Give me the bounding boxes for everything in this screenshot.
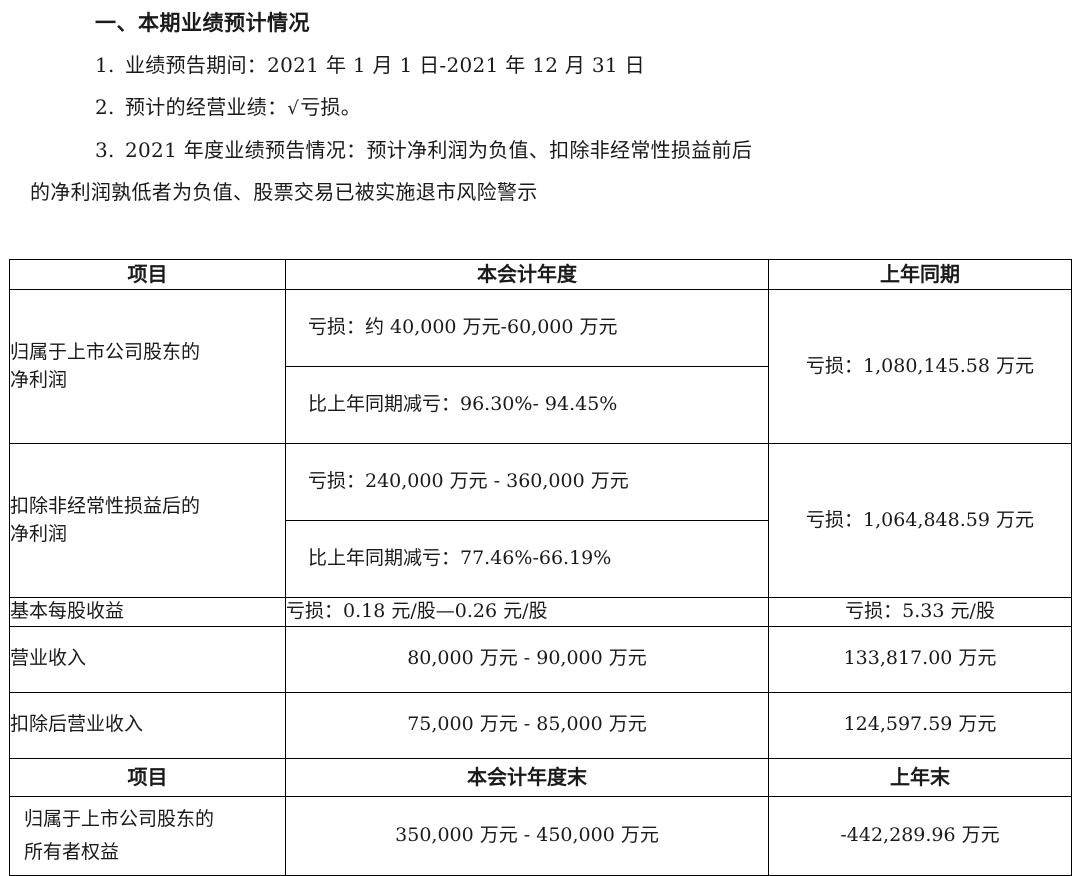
list-item-text: 2021 年度业绩预告情况：预计净利润为负值、扣除非经常性损益前后 <box>125 138 753 162</box>
row-current-owners-equity: 350,000 万元 - 450,000 万元 <box>285 795 769 876</box>
column-header-previous: 上年同期 <box>768 259 1072 290</box>
row-previous-eps: 亏损：5.33 元/股 <box>768 597 1072 627</box>
row-label-line2: 所有者权益 <box>24 840 120 863</box>
cell-current-change: 比上年同期减亏：96.30%- 94.45% <box>308 393 618 416</box>
column-header-item-2: 项目 <box>9 757 286 797</box>
table-header-row: 项目 本会计年度 上年同期 <box>9 259 1072 290</box>
row-label-line2: 净利润 <box>10 522 68 545</box>
check-mark-icon: √ <box>287 98 300 119</box>
list-item-number: 2. <box>95 95 115 119</box>
row-current-eps: 亏损：0.18 元/股—0.26 元/股 <box>285 597 769 627</box>
row-previous-revenue: 133,817.00 万元 <box>768 625 1072 693</box>
row-current-net-profit-excl: 亏损：240,000 万元 - 360,000 万元 比上年同期减亏：77.46… <box>285 443 769 598</box>
row-label-net-profit: 归属于上市公司股东的 净利润 <box>9 289 286 444</box>
row-label-net-profit-excl: 扣除非经常性损益后的 净利润 <box>9 443 286 598</box>
row-previous-net-profit-excl: 亏损：1,064,848.59 万元 <box>768 443 1072 598</box>
list-item-text: 预计的经营业绩： <box>125 95 288 119</box>
row-previous-revenue-deducted: 124,597.59 万元 <box>768 691 1072 759</box>
cell-current-change: 比上年同期减亏：77.46%-66.19% <box>308 547 612 570</box>
cell-current-amount: 亏损：240,000 万元 - 360,000 万元 <box>286 444 768 521</box>
row-current-revenue-deducted: 75,000 万元 - 85,000 万元 <box>285 691 769 759</box>
row-label-revenue: 营业收入 <box>9 625 286 693</box>
row-previous-net-profit: 亏损：1,080,145.58 万元 <box>768 289 1072 444</box>
row-previous-owners-equity: -442,289.96 万元 <box>768 795 1072 876</box>
row-label-line1: 扣除非经常性损益后的 <box>10 494 201 517</box>
table-row: 归属于上市公司股东的 净利润 亏损：约 40,000 万元-60,000 万元 … <box>9 289 1072 444</box>
financial-table: 项目 本会计年度 上年同期 归属于上市公司股东的 净利润 亏损：约 40,000… <box>9 259 1072 876</box>
row-label-line2: 净利润 <box>10 368 68 391</box>
column-header-current-2: 本会计年度末 <box>285 757 769 797</box>
heading-block: 一、本期业绩预计情况 1. 业绩预告期间：2021 年 1 月 1 日-2021 … <box>0 0 1080 202</box>
list-item: 3. 2021 年度业绩预告情况：预计净利润为负值、扣除非经常性损益前后 <box>95 140 1080 160</box>
list-item: 2. 预计的经营业绩：√亏损。 <box>95 97 1080 118</box>
table-header-row-secondary: 项目 本会计年度末 上年末 <box>9 757 1072 797</box>
list-item-number: 1. <box>95 53 115 77</box>
list-item: 1. 业绩预告期间：2021 年 1 月 1 日-2021 年 12 月 31 日 <box>95 55 1080 75</box>
page-title: 一、本期业绩预计情况 <box>95 10 310 35</box>
list-item-text-after: 亏损。 <box>300 95 362 119</box>
table-row: 基本每股收益 亏损：0.18 元/股—0.26 元/股 亏损：5.33 元/股 <box>9 597 1072 627</box>
row-label-line1: 归属于上市公司股东的 <box>10 340 201 363</box>
row-label-eps: 基本每股收益 <box>9 597 286 627</box>
column-header-item: 项目 <box>9 259 286 290</box>
table-row: 归属于上市公司股东的 所有者权益 350,000 万元 - 450,000 万元… <box>9 795 1072 876</box>
column-header-current: 本会计年度 <box>285 259 769 290</box>
table-row: 扣除非经常性损益后的 净利润 亏损：240,000 万元 - 360,000 万… <box>9 443 1072 598</box>
row-label-revenue-deducted: 扣除后营业收入 <box>9 691 286 759</box>
list-item-text: 业绩预告期间：2021 年 1 月 1 日-2021 年 12 月 31 日 <box>125 53 645 77</box>
list-item-continuation: 的净利润孰低者为负值、股票交易已被实施退市风险警示 <box>30 180 538 204</box>
column-header-previous-2: 上年末 <box>768 757 1072 797</box>
table-row: 营业收入 80,000 万元 - 90,000 万元 133,817.00 万元 <box>9 625 1072 693</box>
row-current-net-profit: 亏损：约 40,000 万元-60,000 万元 比上年同期减亏：96.30%-… <box>285 289 769 444</box>
table-row: 扣除后营业收入 75,000 万元 - 85,000 万元 124,597.59… <box>9 691 1072 759</box>
row-current-revenue: 80,000 万元 - 90,000 万元 <box>285 625 769 693</box>
row-label-line1: 归属于上市公司股东的 <box>24 807 215 830</box>
list-item-number: 3. <box>95 138 115 162</box>
cell-current-amount: 亏损：约 40,000 万元-60,000 万元 <box>286 290 768 367</box>
row-label-owners-equity: 归属于上市公司股东的 所有者权益 <box>9 795 286 876</box>
